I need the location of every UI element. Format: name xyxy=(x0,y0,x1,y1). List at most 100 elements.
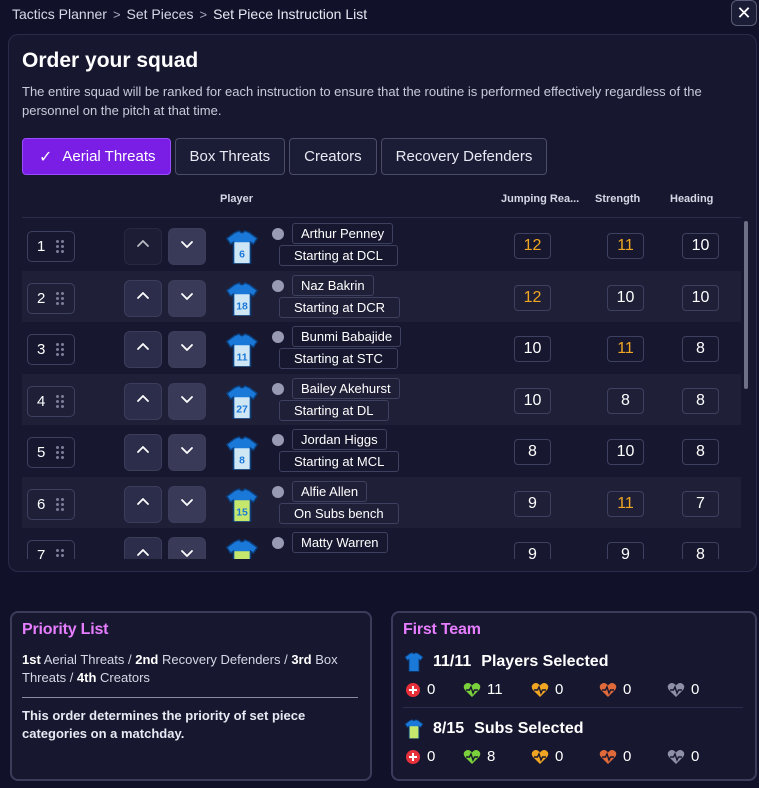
priority-category: Aerial Threats xyxy=(43,652,125,667)
move-up-button[interactable] xyxy=(124,382,162,420)
priority-category: Creators xyxy=(100,670,150,685)
rank-handle[interactable]: 6 xyxy=(27,488,75,520)
tab-creators[interactable]: Creators xyxy=(289,138,377,175)
move-up-button[interactable] xyxy=(124,537,162,559)
shirt-number: 8 xyxy=(239,455,245,466)
drag-handle-icon xyxy=(56,446,64,459)
drag-handle-icon xyxy=(56,394,64,408)
match-fitness-heart-icon xyxy=(531,682,555,698)
player-profile-icon[interactable] xyxy=(272,537,284,549)
player-position: Starting at MCL xyxy=(279,451,400,472)
rank-handle[interactable]: 2 xyxy=(27,282,75,314)
table-row[interactable]: 6 15 Alfie Allen On Subs bench 9 11 7 xyxy=(22,476,741,528)
rank-handle[interactable]: 1 xyxy=(27,231,75,262)
fitness-stat: 0 xyxy=(405,681,463,698)
move-up-button[interactable] xyxy=(124,331,162,368)
player-profile-icon[interactable] xyxy=(272,485,284,498)
move-down-button[interactable] xyxy=(168,228,206,265)
player-ranking-list[interactable]: 1 6 Arthur Penney Starting at DCL 12 11 10 2 18 N… xyxy=(22,219,741,559)
chevron-up-icon xyxy=(136,443,150,462)
player-name[interactable]: Arthur Penney xyxy=(292,223,394,244)
breadcrumb-tactics-planner[interactable]: Tactics Planner xyxy=(12,6,107,22)
table-row[interactable]: 2 18 Naz Bakrin Starting at DCR 12 10 10 xyxy=(22,270,741,322)
shirt-number: 27 xyxy=(236,404,248,415)
column-header-heading[interactable]: Heading xyxy=(670,193,714,205)
chevron-up-icon xyxy=(136,289,150,308)
priority-category: Recovery Defenders xyxy=(161,652,281,667)
subs-fitness-stats: 0 8 0 0 0 xyxy=(405,748,727,765)
rank-handle[interactable]: 4 xyxy=(27,385,75,417)
fitness-stat-value: 0 xyxy=(691,748,700,765)
rank-handle[interactable]: 3 xyxy=(27,334,75,365)
fitness-stat: 0 xyxy=(667,681,727,698)
player-profile-icon[interactable] xyxy=(272,228,284,240)
move-down-button[interactable] xyxy=(168,382,206,420)
table-row[interactable]: 3 11 Bunmi Babajide Starting at STC 10 11 8 xyxy=(22,322,741,374)
player-name[interactable]: Jordan Higgs xyxy=(292,429,387,450)
tab-recovery-defenders[interactable]: Recovery Defenders xyxy=(380,138,548,175)
player-position: Starting at DCL xyxy=(279,245,398,266)
shirt-icon: 11 xyxy=(222,331,262,369)
player-profile-icon[interactable] xyxy=(272,434,284,446)
priority-ordinal: 3rd xyxy=(291,652,312,667)
fitness-stat: 0 xyxy=(531,748,599,765)
first-team-title: First Team xyxy=(403,621,481,638)
players-fitness-stats: 0 11 0 0 0 xyxy=(405,681,727,698)
move-down-button[interactable] xyxy=(168,485,206,523)
player-name[interactable]: Naz Bakrin xyxy=(292,274,374,296)
subs-selected-count: 8/15 xyxy=(433,720,465,737)
chevron-down-icon xyxy=(180,289,194,308)
player-profile-icon[interactable] xyxy=(272,279,284,292)
player-name[interactable]: Matty Warren xyxy=(292,532,388,553)
table-row[interactable]: 7 21 Matty Warren 9 9 8 xyxy=(22,528,741,559)
column-header-player[interactable]: Player xyxy=(220,193,254,205)
tired-heart-icon xyxy=(599,682,623,698)
move-down-button[interactable] xyxy=(168,279,206,317)
player-position: Starting at DL xyxy=(279,399,389,421)
chevron-down-icon xyxy=(180,495,194,514)
column-header-jumping-reach[interactable]: Jumping Rea... xyxy=(501,193,580,205)
priority-list-panel: Priority List 1st Aerial Threats / 2nd R… xyxy=(10,611,372,781)
rank-handle[interactable]: 7 xyxy=(27,540,75,559)
rank-handle[interactable]: 5 xyxy=(27,437,75,468)
shirt-number: 6 xyxy=(239,249,245,260)
squad-order-panel: Order your squad The entire squad will b… xyxy=(8,34,757,572)
fitness-stat-value: 0 xyxy=(623,681,632,698)
priority-divider xyxy=(22,697,358,698)
player-name[interactable]: Bailey Akehurst xyxy=(292,377,400,399)
table-row[interactable]: 4 27 Bailey Akehurst Starting at DL 10 8 8 xyxy=(22,373,741,425)
rank-number: 7 xyxy=(37,547,46,559)
shirt-icon: 18 xyxy=(222,280,262,318)
table-row[interactable]: 1 6 Arthur Penney Starting at DCL 12 11 10 xyxy=(22,219,741,271)
first-team-panel: First Team 11/11 Players Selected 0 11 0 0 0… xyxy=(391,611,757,781)
move-up-button[interactable] xyxy=(124,279,162,317)
move-up-button[interactable] xyxy=(124,434,162,471)
move-up-button[interactable] xyxy=(124,228,162,265)
list-scrollbar[interactable] xyxy=(744,221,748,389)
player-profile-icon[interactable] xyxy=(272,382,284,395)
fit-heart-icon xyxy=(463,749,487,765)
stat-jumping-reach: 10 xyxy=(514,387,551,414)
subs-selected-label: Subs Selected xyxy=(474,720,584,737)
column-header-strength[interactable]: Strength xyxy=(595,193,641,205)
move-down-button[interactable] xyxy=(168,434,206,471)
player-profile-icon[interactable] xyxy=(272,331,284,343)
move-down-button[interactable] xyxy=(168,331,206,368)
move-up-button[interactable] xyxy=(124,485,162,523)
player-name[interactable]: Alfie Allen xyxy=(292,480,368,502)
tab-box-threats[interactable]: Box Threats xyxy=(174,138,286,175)
shirt-icon: 8 xyxy=(222,434,262,472)
move-down-button[interactable] xyxy=(168,537,206,559)
priority-list-title: Priority List xyxy=(22,621,109,638)
tab-aerial-threats[interactable]: ✓ Aerial Threats xyxy=(22,138,171,175)
stat-jumping-reach: 8 xyxy=(514,439,551,465)
player-name[interactable]: Bunmi Babajide xyxy=(292,326,402,347)
priority-ordinal: 2nd xyxy=(135,652,159,667)
breadcrumb-separator-icon: > xyxy=(112,6,121,22)
tab-label: Box Threats xyxy=(189,148,271,165)
drag-handle-icon xyxy=(56,343,64,356)
breadcrumb-set-pieces[interactable]: Set Pieces xyxy=(126,6,194,22)
close-button[interactable]: ✕ xyxy=(731,0,757,26)
category-tabs: ✓ Aerial Threats Box Threats Creators Re… xyxy=(22,138,548,175)
table-row[interactable]: 5 8 Jordan Higgs Starting at MCL 8 10 8 xyxy=(22,425,741,477)
